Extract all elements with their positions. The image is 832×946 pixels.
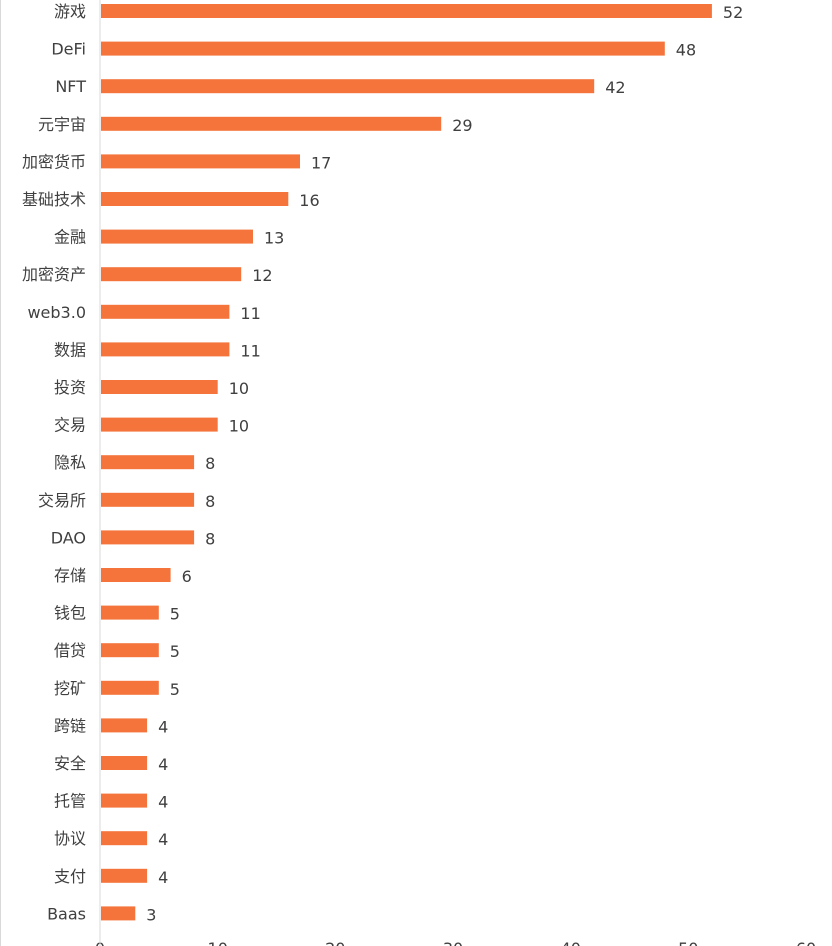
category-label: web3.0 [27,303,86,322]
x-tick-label: 50 [678,939,698,946]
category-label: 安全 [54,754,86,773]
data-label: 52 [723,3,743,22]
data-label: 17 [311,153,331,172]
data-label: 8 [205,529,215,548]
category-label: 隐私 [54,453,86,472]
x-axis-ticks: 0102030405060 [95,939,816,946]
data-label: 4 [158,793,168,812]
category-label: DAO [51,528,86,547]
category-label: 跨链 [54,716,86,735]
bar [101,41,665,56]
bars-layer [101,4,712,921]
category-label: DeFi [51,40,86,59]
bar [101,530,195,545]
bar [101,680,159,695]
x-tick-label: 20 [325,939,345,946]
category-label: NFT [55,77,86,96]
bar [101,831,148,846]
category-label: 基础技术 [22,190,86,209]
x-tick-label: 30 [443,939,463,946]
bar [101,492,195,507]
category-label: 交易所 [38,491,86,510]
bar [101,342,230,357]
data-label: 4 [158,755,168,774]
bar [101,267,242,282]
data-label: 11 [240,304,260,323]
category-label: Baas [47,904,86,923]
bar [101,4,712,18]
data-label: 5 [170,680,180,699]
bar [101,793,148,808]
bar [101,906,136,921]
category-label: 借贷 [54,641,86,660]
bar [101,417,218,432]
category-label: 数据 [54,340,86,359]
category-label: 加密资产 [22,265,86,284]
data-label: 4 [158,717,168,736]
bar [101,154,300,169]
data-label: 5 [170,642,180,661]
bar [101,380,218,394]
data-label: 6 [182,567,192,586]
bar [101,229,253,244]
data-label: 4 [158,830,168,849]
bar [101,116,442,131]
data-label: 29 [452,116,472,135]
category-label: 游戏 [54,2,86,21]
data-label: 4 [158,868,168,887]
data-label: 8 [205,492,215,511]
category-label: 挖矿 [54,679,86,698]
category-label: 钱包 [54,604,86,623]
data-label: 5 [170,605,180,624]
bar [101,192,289,206]
bar [101,304,230,319]
data-label: 10 [229,417,249,436]
x-tick-label: 60 [796,939,816,946]
data-label: 48 [676,41,696,60]
bar [101,79,595,94]
data-label: 10 [229,379,249,398]
category-label: 交易 [54,416,86,435]
x-tick-label: 10 [208,939,228,946]
data-label: 13 [264,229,284,248]
category-label: 加密货币 [22,152,86,171]
bar [101,756,148,770]
category-label: 元宇宙 [38,115,86,134]
data-label: 11 [240,341,260,360]
bar [101,605,159,620]
category-label: 协议 [54,829,86,848]
bar [101,568,171,582]
data-label: 8 [205,454,215,473]
bar [101,718,148,733]
bar [101,868,148,883]
data-label: 42 [605,78,625,97]
x-tick-label: 40 [561,939,581,946]
bar [101,643,159,658]
category-label: 托管 [54,792,86,811]
category-label: 金融 [54,228,86,247]
category-label: 投资 [54,378,86,397]
category-label: 支付 [54,867,86,886]
data-label: 12 [252,266,272,285]
category-label: 存储 [54,566,86,585]
bar [101,455,195,470]
data-label: 3 [146,905,156,924]
data-label: 16 [299,191,319,210]
